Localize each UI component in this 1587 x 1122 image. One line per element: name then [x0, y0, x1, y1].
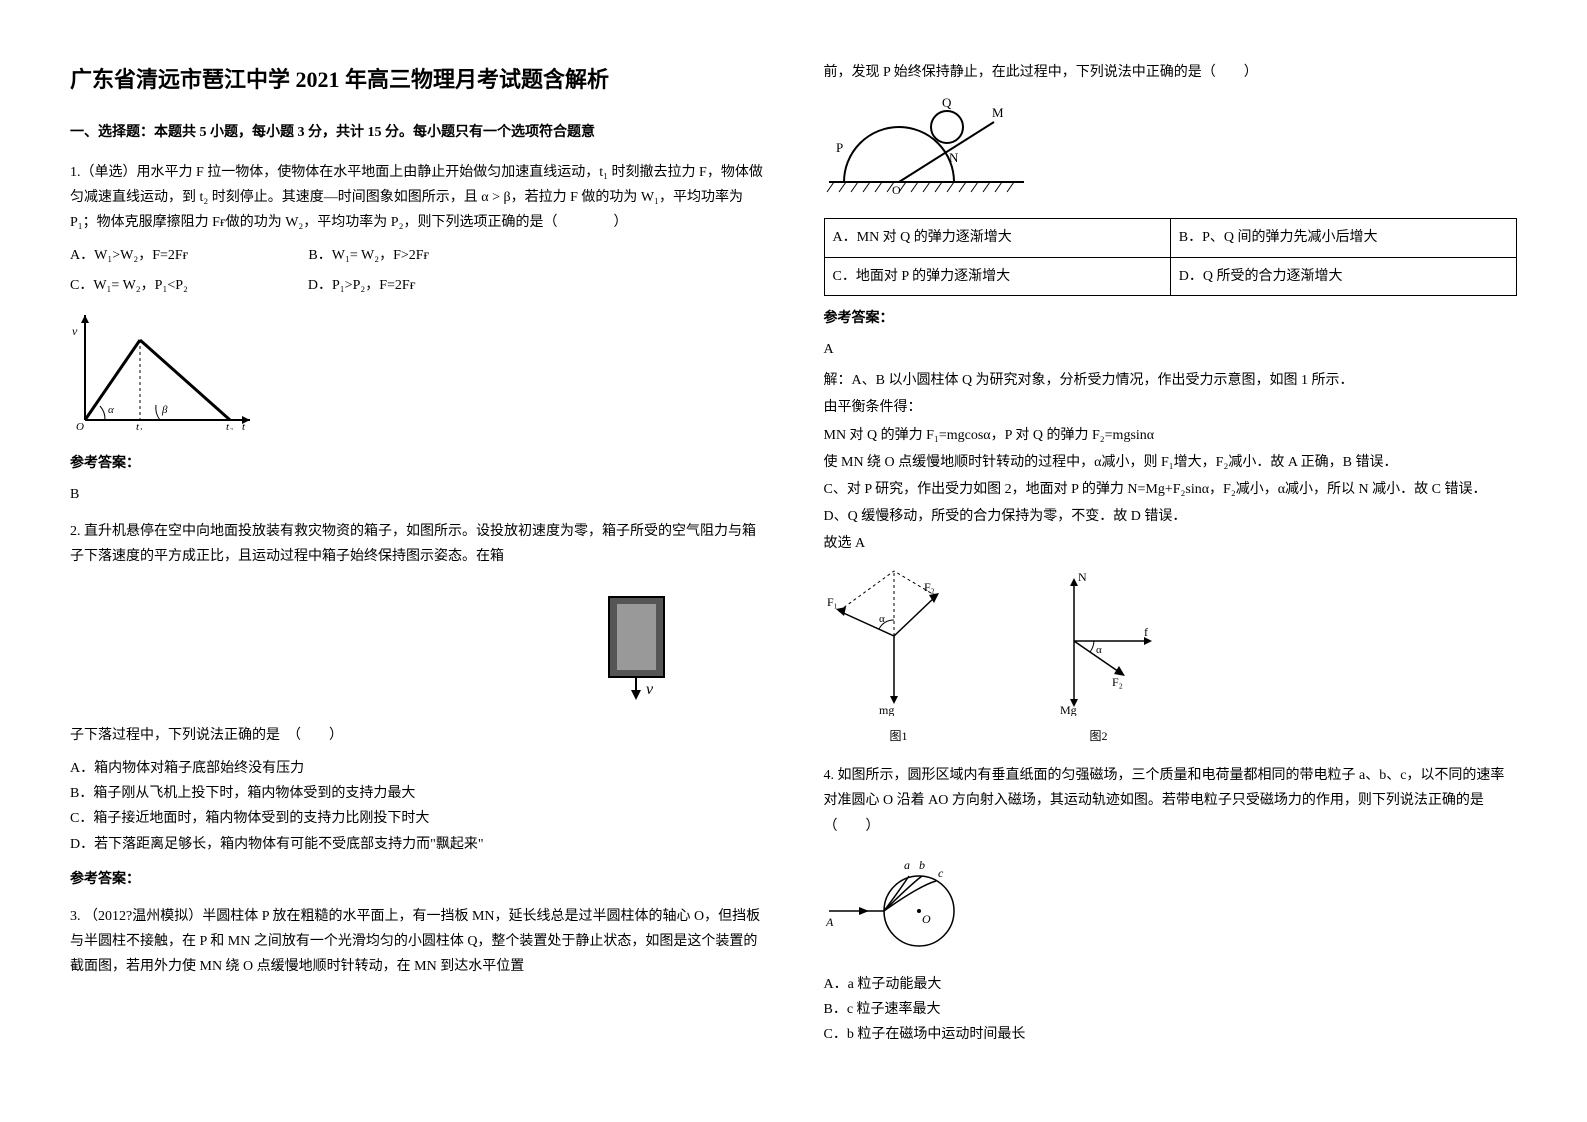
- svg-text:α: α: [879, 613, 885, 625]
- svg-text:M: M: [992, 105, 1004, 120]
- q3-fig2: α N f F₂ Mg: [1014, 566, 1184, 716]
- q2-stem: 2. 直升机悬停在空中向地面投放装有救灾物资的箱子，如图所示。设投放初速度为零，…: [70, 519, 764, 569]
- table-dot: ．: [1188, 230, 1202, 245]
- q3-fig1-label: 图1: [824, 726, 974, 748]
- q4-opt-a: A．a 粒子动能最大: [824, 972, 1518, 997]
- q3-fig2-label: 图2: [1014, 726, 1184, 748]
- svg-text:v: v: [646, 681, 654, 698]
- q3-opt-b: P、Q 间的弹力先减小后增大: [1202, 230, 1377, 245]
- svg-text:F₁: F₁: [827, 595, 838, 609]
- svg-text:mg: mg: [879, 703, 894, 716]
- svg-text:F₂: F₂: [924, 580, 935, 594]
- left-column: 广东省清远市琶江中学 2021 年高三物理月考试题含解析 一、选择题：本题共 5…: [70, 60, 764, 1060]
- q3-exp-l6: D、Q 缓慢移动，所受的合力保持为零，不变．故 D 错误．: [824, 504, 1518, 529]
- table-dot: ．: [1189, 269, 1203, 284]
- q3-opt-a: MN 对 Q 的弹力逐渐增大: [857, 230, 1012, 245]
- q3-fig1: α F₁ F₂ mg: [824, 566, 974, 716]
- q2-opt-c: C．箱子接近地面时，箱内物体受到的支持力比刚投下时大: [70, 806, 764, 831]
- q3-opt-c-cell: C．地面对 P 的弹力逐渐增大: [824, 257, 1170, 295]
- svg-text:a: a: [904, 858, 910, 872]
- svg-text:f: f: [1144, 625, 1148, 639]
- svg-text:F₂: F₂: [1112, 675, 1123, 689]
- svg-text:β: β: [161, 404, 168, 416]
- q4-opt-b: B．c 粒子速率最大: [824, 997, 1518, 1022]
- q3-stem: 3. （2012?温州模拟）半圆柱体 P 放在粗糙的水平面上，有一挡板 MN，延…: [70, 904, 764, 980]
- q4-opt-c: C．b 粒子在磁场中运动时间最长: [824, 1022, 1518, 1047]
- svg-text:O: O: [922, 912, 931, 926]
- svg-text:O: O: [892, 183, 901, 197]
- q3-answer-label: 参考答案：: [824, 306, 1518, 331]
- q1-answer-label: 参考答案：: [70, 451, 764, 476]
- q3-opt-c: 地面对 P 的弹力逐渐增大: [856, 269, 1010, 284]
- svg-text:A: A: [825, 915, 834, 929]
- svg-text:α: α: [1096, 644, 1102, 656]
- q3-opt-d: Q 所受的合力逐渐增大: [1203, 269, 1343, 284]
- question-4: 4. 如图所示，圆形区域内有垂直纸面的匀强磁场，三个质量和电荷量都相同的带电粒子…: [824, 763, 1518, 1047]
- q2-opt-d: D．若下落距离足够长，箱内物体有可能不受底部支持力而"飘起来": [70, 832, 764, 857]
- q4-diagram: A O a b c: [824, 851, 1518, 960]
- table-dot: ．: [842, 269, 856, 284]
- svg-text:v: v: [72, 324, 78, 338]
- q2-opt-b: B．箱子刚从飞机上投下时，箱内物体受到的支持力最大: [70, 781, 764, 806]
- svg-text:b: b: [919, 858, 925, 872]
- q3-force-diagrams: α F₁ F₂ mg 图1 α N f F₂ Mg: [824, 566, 1518, 747]
- q3-exp-l4: 使 MN 绕 O 点缓慢地顺时针转动的过程中，α减小，则 F₁增大，F₂减小．故…: [824, 450, 1518, 475]
- q2-stem-cont: 子下落过程中，下列说法正确的是 （ ）: [70, 723, 764, 748]
- q3-choice-table: A．MN 对 Q 的弹力逐渐增大 B．P、Q 间的弹力先减小后增大 C．地面对 …: [824, 218, 1518, 295]
- q2-answer-label: 参考答案：: [70, 867, 764, 892]
- svg-text:c: c: [938, 866, 944, 880]
- q3-diagram: Q P M N O: [824, 97, 1518, 206]
- q1-answer: B: [70, 482, 764, 507]
- svg-text:P: P: [836, 140, 843, 155]
- q3-opt-b-cell: B．P、Q 间的弹力先减小后增大: [1170, 219, 1516, 257]
- q1-diagram: α β v O t₁ t₂ t: [70, 310, 764, 439]
- q3-exp-l5: C、对 P 研究，作出受力如图 2，地面对 P 的弹力 N=Mg+F₂sinα，…: [824, 477, 1518, 502]
- svg-text:α: α: [108, 404, 114, 416]
- q1-stem: 1.（单选）用水平力 F 拉一物体，使物体在水平地面上由静止开始做匀加速直线运动…: [70, 160, 764, 236]
- right-column: 前，发现 P 始终保持静止，在此过程中，下列说法中正确的是（ ） Q P M N…: [824, 60, 1518, 1060]
- q3-exp-l1: 解：A、B 以小圆柱体 Q 为研究对象，分析受力情况，作出受力示意图，如图 1 …: [824, 368, 1518, 393]
- svg-text:Q: Q: [942, 97, 952, 110]
- q2-options: A．箱内物体对箱子底部始终没有压力 B．箱子刚从飞机上投下时，箱内物体受到的支持…: [70, 756, 764, 857]
- svg-text:t: t: [242, 421, 246, 430]
- q1-opt-a: A．W₁>W₂，F=2Fғ: [70, 243, 188, 268]
- question-1: 1.（单选）用水平力 F 拉一物体，使物体在水平地面上由静止开始做匀加速直线运动…: [70, 160, 764, 508]
- q1-options: A．W₁>W₂，F=2Fғ B．W₁= W₂，F>2Fғ C．W₁= W₂，P₁…: [70, 243, 764, 297]
- q2-diagram: v: [70, 582, 764, 711]
- q3-answer: A: [824, 337, 1518, 362]
- svg-text:O: O: [76, 421, 84, 430]
- q3-explanation: 解：A、B 以小圆柱体 Q 为研究对象，分析受力情况，作出受力示意图，如图 1 …: [824, 368, 1518, 556]
- svg-text:N: N: [949, 150, 959, 165]
- svg-text:Mg: Mg: [1060, 703, 1077, 716]
- q4-options: A．a 粒子动能最大 B．c 粒子速率最大 C．b 粒子在磁场中运动时间最长: [824, 972, 1518, 1048]
- q4-stem: 4. 如图所示，圆形区域内有垂直纸面的匀强磁场，三个质量和电荷量都相同的带电粒子…: [824, 763, 1518, 839]
- q3-exp-l7: 故选 A: [824, 531, 1518, 556]
- q3-opt-a-cell: A．MN 对 Q 的弹力逐渐增大: [824, 219, 1170, 257]
- q2-opt-a: A．箱内物体对箱子底部始终没有压力: [70, 756, 764, 781]
- svg-text:t₂: t₂: [226, 421, 233, 430]
- q3-exp-l2: 由平衡条件得：: [824, 395, 1518, 420]
- svg-text:t₁: t₁: [136, 421, 143, 430]
- q1-opt-d: D．P₁>P₂，F=2Fғ: [308, 273, 416, 298]
- table-dot: ．: [843, 230, 857, 245]
- doc-title: 广东省清远市琶江中学 2021 年高三物理月考试题含解析: [70, 60, 764, 100]
- q1-opt-c: C．W₁= W₂，P₁<P₂: [70, 273, 188, 298]
- section-heading: 一、选择题：本题共 5 小题，每小题 3 分，共计 15 分。每小题只有一个选项…: [70, 120, 764, 145]
- q3-opt-d-cell: D．Q 所受的合力逐渐增大: [1170, 257, 1516, 295]
- question-2: 2. 直升机悬停在空中向地面投放装有救灾物资的箱子，如图所示。设投放初速度为零，…: [70, 519, 764, 892]
- svg-text:N: N: [1078, 570, 1087, 584]
- q3-exp-l3: MN 对 Q 的弹力 F₁=mgcosα，P 对 Q 的弹力 F₂=mgsinα: [824, 423, 1518, 448]
- q1-opt-b: B．W₁= W₂，F>2Fғ: [308, 243, 429, 268]
- q3-stem-cont: 前，发现 P 始终保持静止，在此过程中，下列说法中正确的是（ ）: [824, 60, 1518, 85]
- question-3: 3. （2012?温州模拟）半圆柱体 P 放在粗糙的水平面上，有一挡板 MN，延…: [70, 904, 764, 980]
